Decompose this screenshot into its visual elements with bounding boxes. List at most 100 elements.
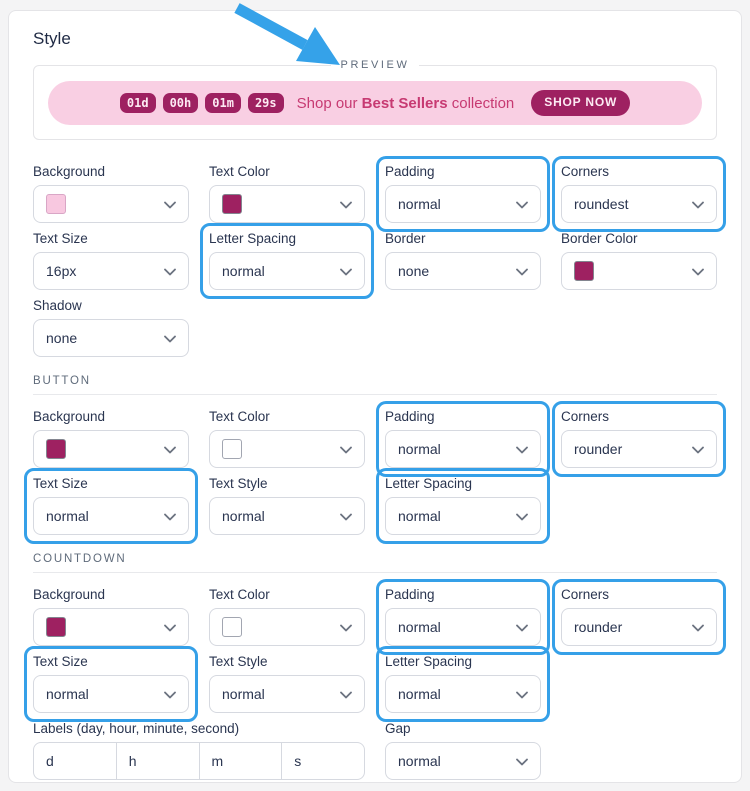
chevron-down-icon — [692, 201, 704, 209]
button-padding-value: normal — [398, 441, 441, 457]
chevron-down-icon — [164, 624, 176, 632]
field-countdown-padding: Padding normal — [376, 579, 550, 655]
field-banner-text-size: Text Size 16px — [24, 223, 198, 299]
chevron-down-icon — [516, 446, 528, 454]
countdown-corners-select[interactable]: rounder — [561, 608, 717, 646]
form-row: Labels (day, hour, minute, second) d h m s Ga… — [33, 721, 717, 780]
banner-text-color-select[interactable] — [209, 185, 365, 223]
countdown-padding-value: normal — [398, 619, 441, 635]
field-banner-border-color: Border Color — [552, 223, 726, 299]
banner-background-swatch — [46, 194, 66, 214]
banner-border-color-swatch — [574, 261, 594, 281]
countdown-corners-value: rounder — [574, 619, 623, 635]
banner-message-suffix: collection — [447, 94, 515, 112]
countdown-text-size-select[interactable]: normal — [33, 675, 189, 713]
countdown-chip: 01m — [205, 92, 241, 114]
field-button-text-color: Text Color — [200, 401, 374, 477]
form-row: Background Text Color Padding normal Corners… — [33, 401, 726, 477]
banner-corners-select[interactable]: roundest — [561, 185, 717, 223]
field-banner-background: Background — [24, 156, 198, 232]
countdown-labels-input-2[interactable]: m — [200, 743, 283, 779]
countdown-text-style-select[interactable]: normal — [209, 675, 365, 713]
button-text-color-select[interactable] — [209, 430, 365, 468]
banner-text-size-label: Text Size — [33, 231, 88, 246]
banner-border-color-select[interactable] — [561, 252, 717, 290]
countdown-text-size-label: Text Size — [33, 654, 88, 669]
field-banner-letter-spacing: Letter Spacing normal — [200, 223, 374, 299]
field-button-background: Background — [24, 401, 198, 477]
banner-padding-value: normal — [398, 196, 441, 212]
chevron-down-icon — [164, 691, 176, 699]
countdown-text-color-select[interactable] — [209, 608, 365, 646]
form-row: Background Text Color Padding normal Corners… — [33, 156, 726, 232]
field-countdown-text-size: Text Size normal — [24, 646, 198, 722]
countdown-background-label: Background — [33, 587, 106, 602]
field-button-letter-spacing: Letter Spacing normal — [376, 468, 550, 544]
banner-shadow-label: Shadow — [33, 298, 82, 313]
countdown-labels-input-0[interactable]: d — [34, 743, 117, 779]
field-countdown-gap: Gap normal — [376, 713, 550, 789]
chevron-down-icon — [164, 335, 176, 343]
countdown-labels-input-3[interactable]: s — [294, 753, 302, 769]
banner-padding-label: Padding — [385, 164, 435, 179]
form-row: Text Size normal Text Style normal Letter Sp… — [24, 468, 717, 544]
banner-shadow-select[interactable]: none — [33, 319, 189, 357]
button-text-size-label: Text Size — [33, 476, 88, 491]
chevron-down-icon — [340, 624, 352, 632]
button-background-select[interactable] — [33, 430, 189, 468]
countdown-gap-label: Gap — [385, 721, 411, 736]
field-countdown-text-color: Text Color — [200, 579, 374, 655]
button-padding-label: Padding — [385, 409, 435, 424]
countdown-padding-select[interactable]: normal — [385, 608, 541, 646]
countdown-text-size-value: normal — [46, 686, 89, 702]
button-background-label: Background — [33, 409, 106, 424]
button-letter-spacing-value: normal — [398, 508, 441, 524]
chevron-down-icon — [692, 446, 704, 454]
banner-message: Shop our Best Sellers collection — [297, 95, 515, 112]
chevron-down-icon — [516, 758, 528, 766]
field-banner-text-color: Text Color — [200, 156, 374, 232]
preview-legend: PREVIEW — [340, 59, 410, 71]
button-padding-select[interactable]: normal — [385, 430, 541, 468]
countdown-gap-select[interactable]: normal — [385, 742, 541, 780]
field-countdown-corners: Corners rounder — [552, 579, 726, 655]
field-banner-corners: Corners roundest — [552, 156, 726, 232]
button-text-style-select[interactable]: normal — [209, 497, 365, 535]
banner-background-select[interactable] — [33, 185, 189, 223]
banner-letter-spacing-label: Letter Spacing — [209, 231, 297, 246]
field-countdown-text-style: Text Style normal — [200, 646, 374, 722]
countdown-labels-label: Labels (day, hour, minute, second) — [33, 721, 240, 736]
chevron-down-icon — [516, 201, 528, 209]
chevron-down-icon — [516, 691, 528, 699]
button-corners-value: rounder — [574, 441, 623, 457]
style-panel: Style PREVIEW 01d 00h 01m 29s Shop our Best… — [8, 10, 742, 783]
button-text-size-select[interactable]: normal — [33, 497, 189, 535]
chevron-down-icon — [340, 268, 352, 276]
preview-banner: 01d 00h 01m 29s Shop our Best Sellers colle… — [48, 81, 702, 125]
form-row: Shadow none — [33, 298, 717, 357]
banner-text-size-select[interactable]: 16px — [33, 252, 189, 290]
chevron-down-icon — [340, 513, 352, 521]
button-letter-spacing-select[interactable]: normal — [385, 497, 541, 535]
banner-letter-spacing-select[interactable]: normal — [209, 252, 365, 290]
countdown-letter-spacing-label: Letter Spacing — [385, 654, 473, 669]
banner-corners-label: Corners — [561, 164, 610, 179]
banner-text-size-value: 16px — [46, 263, 77, 279]
form-row: Text Size 16px Letter Spacing normal Border n… — [33, 223, 717, 299]
shop-now-button[interactable]: SHOP NOW — [531, 90, 631, 116]
field-button-text-style: Text Style normal — [200, 468, 374, 544]
button-corners-select[interactable]: rounder — [561, 430, 717, 468]
banner-letter-spacing-value: normal — [222, 263, 265, 279]
banner-border-select[interactable]: none — [385, 252, 541, 290]
countdown-letter-spacing-select[interactable]: normal — [385, 675, 541, 713]
countdown-labels-input-1[interactable]: h — [117, 743, 200, 779]
chevron-down-icon — [164, 446, 176, 454]
chevron-down-icon — [340, 691, 352, 699]
chevron-down-icon — [164, 268, 176, 276]
countdown-background-select[interactable] — [33, 608, 189, 646]
banner-text-color-label: Text Color — [209, 164, 270, 179]
field-countdown-background: Background — [24, 579, 198, 655]
banner-padding-select[interactable]: normal — [385, 185, 541, 223]
button-text-color-label: Text Color — [209, 409, 270, 424]
countdown-gap-value: normal — [398, 753, 441, 769]
